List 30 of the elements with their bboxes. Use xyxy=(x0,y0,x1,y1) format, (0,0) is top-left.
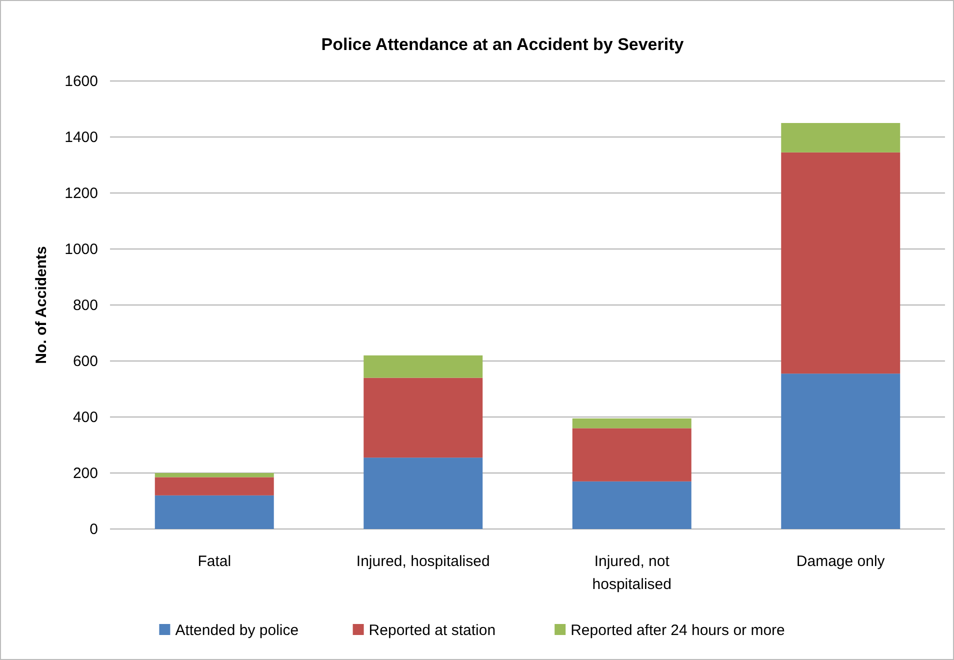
bar xyxy=(781,123,900,152)
y-tick-label: 1000 xyxy=(64,241,98,258)
y-tick-label: 600 xyxy=(72,353,98,370)
y-tick-label: 800 xyxy=(72,297,98,314)
y-tick-label: 400 xyxy=(72,409,98,426)
bar xyxy=(781,374,900,529)
bar xyxy=(364,378,483,458)
x-tick-label: Injured, not hospitalised xyxy=(592,553,672,593)
x-tick-label: Fatal xyxy=(198,553,232,570)
bar xyxy=(154,477,274,496)
bar xyxy=(781,152,900,374)
bar xyxy=(154,473,274,478)
x-tick-label: Damage only xyxy=(796,553,886,570)
legend-label: Reported after 24 hours or more xyxy=(570,622,785,639)
bar xyxy=(572,481,692,529)
y-tick-label: 1600 xyxy=(64,73,98,90)
bar xyxy=(364,458,483,529)
x-tick-label: Injured, hospitalised xyxy=(356,553,490,570)
legend-label: Reported at station xyxy=(368,622,496,639)
bar xyxy=(572,428,692,482)
legend-label: Attended by police xyxy=(175,622,299,639)
y-tick-label: 1200 xyxy=(64,185,98,202)
bar xyxy=(364,355,483,378)
chart-title: Police Attendance at an Accident by Severity xyxy=(321,35,684,54)
bar xyxy=(572,418,692,428)
y-axis-title: No. of Accidents xyxy=(33,246,50,364)
y-tick-label: 0 xyxy=(90,521,98,538)
y-tick-label: 200 xyxy=(72,465,98,482)
bar xyxy=(154,495,274,529)
y-tick-label: 1400 xyxy=(64,129,98,146)
